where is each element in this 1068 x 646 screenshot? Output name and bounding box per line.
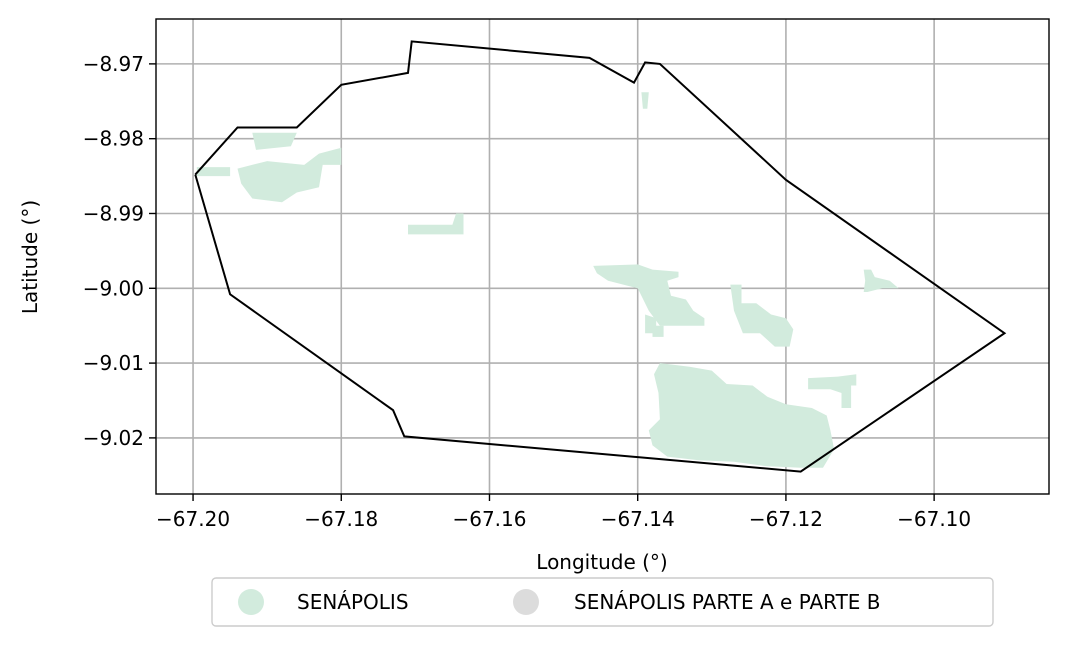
grid-lines xyxy=(156,19,1049,494)
y-tick-label: −9.02 xyxy=(83,426,144,450)
region-senapolis xyxy=(863,269,899,292)
legend-frame xyxy=(211,577,994,627)
y-axis: −8.97 −8.98 −8.99 −9.00 −9.01 −9.02 xyxy=(83,52,156,450)
x-tick-label: −67.12 xyxy=(749,507,823,531)
municipality-boundary xyxy=(194,40,1007,473)
legend-label-senapolis-parte-a-e-b: SENÁPOLIS PARTE A e PARTE B xyxy=(574,590,881,614)
axes-background xyxy=(156,19,1049,494)
x-tick-label: −67.20 xyxy=(156,507,230,531)
y-axis-title: Latitude (°) xyxy=(18,200,42,314)
x-tick-label: −67.16 xyxy=(452,507,526,531)
y-tick-label: −9.01 xyxy=(83,351,144,375)
region-senapolis xyxy=(648,363,835,468)
region-senapolis xyxy=(196,167,231,177)
y-tick-label: −8.97 xyxy=(83,52,144,76)
x-tick-label: −67.10 xyxy=(897,507,971,531)
region-senapolis xyxy=(652,325,664,337)
region-polygons xyxy=(196,92,899,468)
region-senapolis xyxy=(408,213,464,235)
legend-marker-senapolis-parte-a-e-b xyxy=(513,589,539,615)
axes-frame xyxy=(155,18,1050,495)
region-senapolis xyxy=(641,92,649,109)
plot-area xyxy=(155,18,1050,495)
x-axis: −67.20 −67.18 −67.16 −67.14 −67.12 −67.10 xyxy=(156,494,971,531)
region-senapolis xyxy=(808,374,857,408)
y-tick-label: −9.00 xyxy=(83,276,144,300)
y-tick-label: −8.98 xyxy=(83,127,144,151)
y-tick-label: −8.99 xyxy=(83,201,144,225)
legend: SENÁPOLIS SENÁPOLIS PARTE A e PARTE B xyxy=(211,577,994,627)
legend-label-senapolis: SENÁPOLIS xyxy=(297,590,409,614)
legend-marker-senapolis xyxy=(238,589,264,615)
x-tick-label: −67.14 xyxy=(601,507,675,531)
region-senapolis xyxy=(237,147,342,203)
x-axis-title: Longitude (°) xyxy=(536,550,667,574)
region-senapolis xyxy=(252,132,297,150)
region-senapolis xyxy=(730,284,794,347)
x-tick-label: −67.18 xyxy=(304,507,378,531)
region-senapolis xyxy=(593,264,705,326)
